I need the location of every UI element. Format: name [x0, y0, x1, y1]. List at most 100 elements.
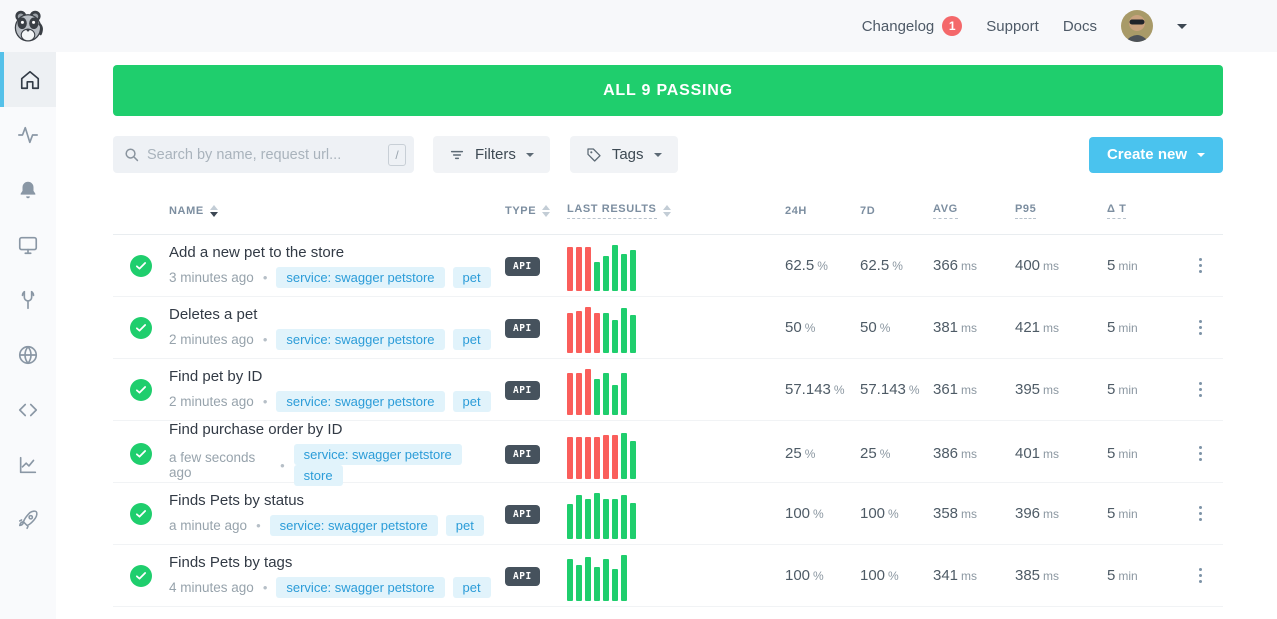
result-bar-fail[interactable] — [576, 310, 582, 353]
column-header-p95[interactable]: P95 — [1015, 203, 1107, 219]
result-bar-fail[interactable] — [576, 372, 582, 415]
check-name[interactable]: Find purchase order by ID — [169, 421, 343, 438]
changelog-link[interactable]: Changelog 1 — [862, 16, 963, 36]
sidebar-item-home[interactable] — [0, 52, 56, 107]
result-bar-pass[interactable] — [576, 494, 582, 539]
result-bar-fail[interactable] — [612, 434, 618, 479]
check-name[interactable]: Finds Pets by tags — [169, 553, 293, 571]
result-bar-fail[interactable] — [567, 246, 573, 291]
sidebar-item-snippets[interactable] — [0, 382, 56, 437]
result-bar-pass[interactable] — [630, 249, 636, 291]
column-header-name[interactable]: NAME — [169, 204, 505, 217]
last-results-bars[interactable] — [567, 303, 785, 353]
result-bar-fail[interactable] — [585, 368, 591, 415]
result-bar-pass[interactable] — [612, 498, 618, 539]
result-bar-pass[interactable] — [621, 307, 627, 353]
table-row[interactable]: Finds Pets by status a minute ago • serv… — [113, 483, 1223, 545]
tag-pill[interactable]: pet — [452, 576, 491, 598]
sidebar-item-activity[interactable] — [0, 107, 56, 162]
tag-pill[interactable]: service: swagger petstore — [269, 514, 438, 536]
result-bar-pass[interactable] — [630, 440, 636, 479]
status-banner[interactable]: ALL 9 PASSING — [113, 65, 1223, 116]
result-bar-fail[interactable] — [594, 436, 600, 479]
sidebar-item-dashboards[interactable] — [0, 217, 56, 272]
tag-pill[interactable]: pet — [445, 514, 484, 536]
tag-pill[interactable]: service: swagger petstore — [276, 390, 445, 412]
result-bar-pass[interactable] — [594, 261, 600, 291]
result-bar-pass[interactable] — [594, 378, 600, 415]
table-row[interactable]: Add a new pet to the store 3 minutes ago… — [113, 235, 1223, 297]
kebab-menu-icon[interactable] — [1193, 376, 1208, 403]
kebab-menu-icon[interactable] — [1193, 440, 1208, 467]
result-bar-pass[interactable] — [621, 253, 627, 291]
table-row[interactable]: Deletes a pet 2 minutes ago • service: s… — [113, 297, 1223, 359]
result-bar-fail[interactable] — [567, 372, 573, 415]
create-new-button[interactable]: Create new — [1088, 136, 1223, 173]
docs-link[interactable]: Docs — [1063, 18, 1097, 35]
result-bar-fail[interactable] — [576, 436, 582, 479]
column-header-type[interactable]: TYPE — [505, 204, 567, 217]
column-header-delta-t[interactable]: Δ T — [1107, 203, 1177, 219]
tag-pill[interactable]: pet — [452, 390, 491, 412]
result-bar-pass[interactable] — [594, 492, 600, 539]
last-results-bars[interactable] — [567, 365, 785, 415]
table-row[interactable]: Find purchase order by ID a few seconds … — [113, 421, 1223, 486]
result-bar-fail[interactable] — [594, 312, 600, 353]
column-header-avg[interactable]: AVG — [933, 203, 1015, 219]
table-row[interactable]: Finds Pets by tags 4 minutes ago • servi… — [113, 545, 1223, 607]
last-results-bars[interactable] — [567, 551, 785, 601]
result-bar-pass[interactable] — [621, 432, 627, 479]
check-name[interactable]: Finds Pets by status — [169, 491, 305, 509]
kebab-menu-icon[interactable] — [1193, 562, 1208, 589]
result-bar-pass[interactable] — [576, 564, 582, 601]
result-bar-fail[interactable] — [585, 246, 591, 291]
result-bar-pass[interactable] — [612, 244, 618, 291]
filters-dropdown-button[interactable]: Filters — [433, 136, 550, 173]
result-bar-pass[interactable] — [612, 568, 618, 601]
sidebar-item-alerts[interactable] — [0, 162, 56, 217]
column-header-7d[interactable]: 7D — [860, 204, 876, 217]
result-bar-pass[interactable] — [603, 558, 609, 601]
sidebar-item-private-locations[interactable] — [0, 327, 56, 382]
sidebar-item-analytics[interactable] — [0, 437, 56, 492]
result-bar-fail[interactable] — [567, 312, 573, 353]
result-bar-fail[interactable] — [567, 436, 573, 479]
last-results-bars[interactable] — [567, 241, 785, 291]
result-bar-fail[interactable] — [603, 434, 609, 479]
last-results-bars[interactable] — [567, 429, 785, 479]
check-name[interactable]: Add a new pet to the store — [169, 243, 345, 261]
result-bar-fail[interactable] — [585, 436, 591, 479]
tag-pill[interactable]: service: swagger petstore — [276, 266, 445, 288]
tag-pill[interactable]: service: swagger petstore — [276, 576, 445, 598]
kebab-menu-icon[interactable] — [1193, 500, 1208, 527]
user-avatar[interactable] — [1121, 10, 1153, 42]
result-bar-pass[interactable] — [567, 503, 573, 539]
result-bar-fail[interactable] — [585, 306, 591, 353]
result-bar-pass[interactable] — [585, 556, 591, 601]
search-box[interactable]: / — [113, 136, 414, 173]
last-results-bars[interactable] — [567, 489, 785, 539]
result-bar-pass[interactable] — [603, 312, 609, 353]
result-bar-pass[interactable] — [594, 566, 600, 601]
tag-pill[interactable]: pet — [452, 328, 491, 350]
result-bar-pass[interactable] — [603, 255, 609, 291]
checkly-raccoon-logo[interactable] — [10, 8, 46, 44]
table-row[interactable]: Find pet by ID 2 minutes ago • service: … — [113, 359, 1223, 421]
result-bar-pass[interactable] — [621, 494, 627, 539]
search-input[interactable] — [147, 146, 380, 163]
tag-pill[interactable]: pet — [452, 266, 491, 288]
kebab-menu-icon[interactable] — [1193, 252, 1208, 279]
check-name[interactable]: Deletes a pet — [169, 305, 258, 323]
kebab-menu-icon[interactable] — [1193, 314, 1208, 341]
result-bar-pass[interactable] — [585, 498, 591, 539]
tag-pill[interactable]: store — [293, 465, 343, 486]
column-header-last-results[interactable]: LAST RESULTS — [567, 203, 785, 219]
tags-dropdown-button[interactable]: Tags — [569, 136, 678, 173]
sidebar-item-quickstart[interactable] — [0, 492, 56, 547]
result-bar-pass[interactable] — [612, 319, 618, 353]
result-bar-pass[interactable] — [630, 502, 636, 539]
check-name[interactable]: Find pet by ID — [169, 367, 263, 385]
tag-pill[interactable]: service: swagger petstore — [276, 328, 445, 350]
support-link[interactable]: Support — [986, 18, 1039, 35]
result-bar-pass[interactable] — [612, 384, 618, 415]
